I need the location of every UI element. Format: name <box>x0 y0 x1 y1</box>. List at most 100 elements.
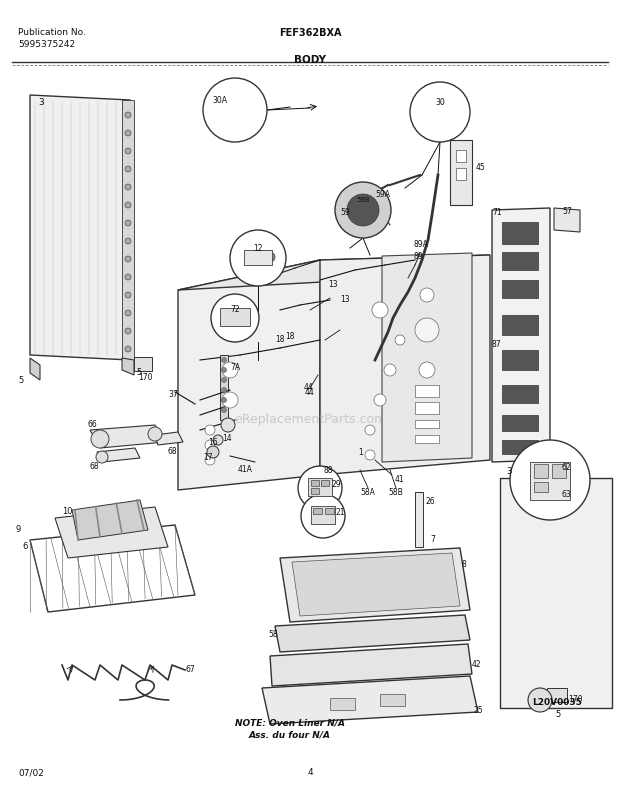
Bar <box>502 252 538 270</box>
Circle shape <box>205 440 215 450</box>
Circle shape <box>205 425 215 435</box>
Circle shape <box>125 130 131 136</box>
Circle shape <box>410 82 470 142</box>
Text: 68: 68 <box>90 462 100 471</box>
Text: 21: 21 <box>336 508 345 517</box>
Polygon shape <box>280 548 470 622</box>
Bar <box>530 462 570 500</box>
Circle shape <box>125 238 131 244</box>
Circle shape <box>265 252 275 262</box>
Text: 62: 62 <box>562 463 572 472</box>
Bar <box>502 385 538 403</box>
Circle shape <box>125 274 131 280</box>
Text: eReplacementParts.com: eReplacementParts.com <box>234 413 386 427</box>
Text: 37: 37 <box>168 390 178 399</box>
Polygon shape <box>275 615 470 652</box>
Text: 5: 5 <box>18 376 24 385</box>
Text: 8: 8 <box>462 560 467 569</box>
Text: 41A: 41A <box>238 465 253 474</box>
Bar <box>330 698 355 710</box>
Text: 18: 18 <box>275 335 285 344</box>
Circle shape <box>374 394 386 406</box>
Bar <box>547 688 567 702</box>
Bar <box>456 168 466 180</box>
Text: 12: 12 <box>253 244 263 253</box>
Circle shape <box>298 466 342 510</box>
Polygon shape <box>262 676 478 724</box>
Text: Publication No.: Publication No. <box>18 28 86 37</box>
Text: 30A: 30A <box>213 96 228 105</box>
Polygon shape <box>30 95 130 360</box>
Text: 1: 1 <box>358 448 363 457</box>
Bar <box>244 250 272 265</box>
Text: 10: 10 <box>62 507 73 516</box>
Bar <box>500 478 612 708</box>
Text: 3: 3 <box>506 467 511 476</box>
Circle shape <box>247 252 257 262</box>
Text: 25: 25 <box>474 706 484 715</box>
Bar <box>552 464 566 478</box>
Circle shape <box>221 377 226 382</box>
Text: 45: 45 <box>476 163 485 172</box>
Circle shape <box>125 202 131 208</box>
Circle shape <box>230 230 286 286</box>
Text: 88: 88 <box>323 466 332 475</box>
Bar <box>311 488 319 494</box>
Text: 57: 57 <box>562 207 572 216</box>
Circle shape <box>205 455 215 465</box>
Circle shape <box>221 408 226 412</box>
Circle shape <box>365 425 375 435</box>
Circle shape <box>125 220 131 226</box>
Bar <box>313 508 322 514</box>
Text: 44: 44 <box>304 383 314 392</box>
Text: 5995375242: 5995375242 <box>18 40 75 49</box>
Text: 07/02: 07/02 <box>18 768 44 777</box>
Text: 5: 5 <box>136 368 141 377</box>
Circle shape <box>301 494 345 538</box>
Text: 170: 170 <box>138 373 153 382</box>
Polygon shape <box>90 425 165 448</box>
Text: 170: 170 <box>568 695 583 704</box>
Bar <box>325 508 334 514</box>
Text: 5: 5 <box>555 710 560 719</box>
Text: 68: 68 <box>168 447 177 456</box>
Text: 16: 16 <box>208 438 218 447</box>
Polygon shape <box>492 208 550 462</box>
Circle shape <box>125 328 131 334</box>
Text: 67: 67 <box>185 665 195 674</box>
Text: 71: 71 <box>492 208 502 217</box>
Bar <box>220 355 228 420</box>
Polygon shape <box>30 358 40 380</box>
Bar <box>415 420 439 428</box>
Text: 7A: 7A <box>230 363 240 372</box>
Text: 42: 42 <box>472 660 482 669</box>
Circle shape <box>372 302 388 318</box>
Text: 87: 87 <box>492 340 502 349</box>
Text: 30: 30 <box>435 98 445 107</box>
Text: 89: 89 <box>414 252 423 261</box>
Circle shape <box>528 688 552 712</box>
Text: 18: 18 <box>285 332 294 341</box>
Circle shape <box>125 184 131 190</box>
Text: 29: 29 <box>332 480 342 489</box>
Circle shape <box>419 362 435 378</box>
Text: 58: 58 <box>268 630 278 639</box>
Bar <box>308 478 332 496</box>
Text: 59: 59 <box>340 208 350 217</box>
Circle shape <box>222 362 238 378</box>
Circle shape <box>384 364 396 376</box>
Text: BODY: BODY <box>294 55 326 65</box>
Polygon shape <box>72 500 148 540</box>
Polygon shape <box>155 432 183 445</box>
Bar <box>502 315 538 335</box>
Text: 13: 13 <box>328 280 338 289</box>
Polygon shape <box>122 358 134 375</box>
Circle shape <box>221 388 226 393</box>
Circle shape <box>395 335 405 345</box>
Polygon shape <box>178 255 490 290</box>
Text: 58A: 58A <box>360 488 375 497</box>
Bar <box>321 480 329 486</box>
Text: 9: 9 <box>15 525 20 534</box>
Polygon shape <box>292 553 460 616</box>
Circle shape <box>203 78 267 142</box>
